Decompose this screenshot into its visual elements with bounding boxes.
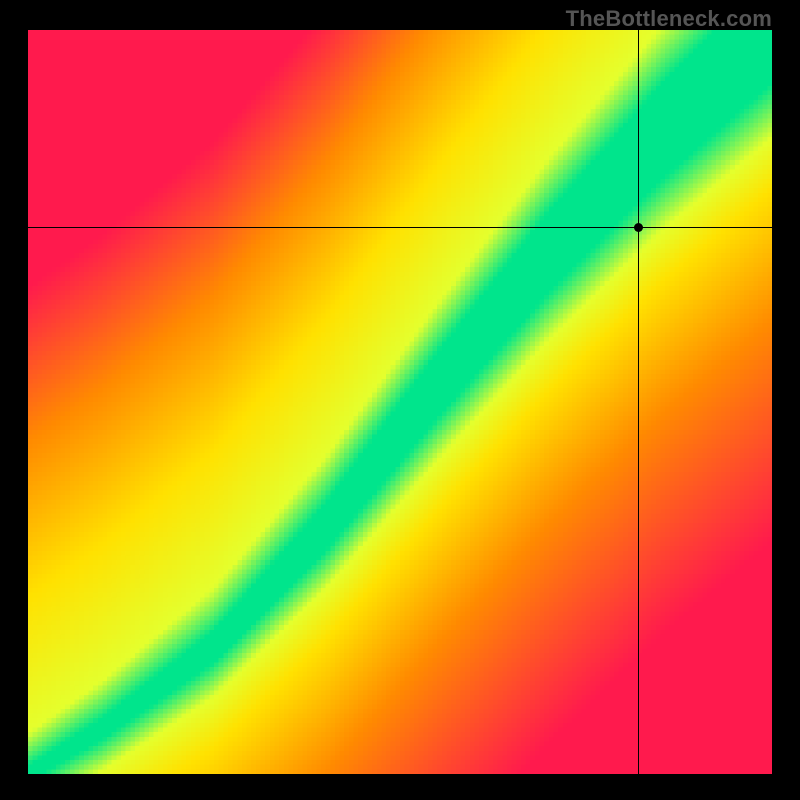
marker-point xyxy=(634,223,643,232)
chart-container: TheBottleneck.com xyxy=(0,0,800,800)
crosshair-vertical xyxy=(638,30,639,774)
bottleneck-heatmap xyxy=(28,30,772,774)
crosshair-horizontal xyxy=(28,227,772,228)
watermark-text: TheBottleneck.com xyxy=(566,6,772,32)
